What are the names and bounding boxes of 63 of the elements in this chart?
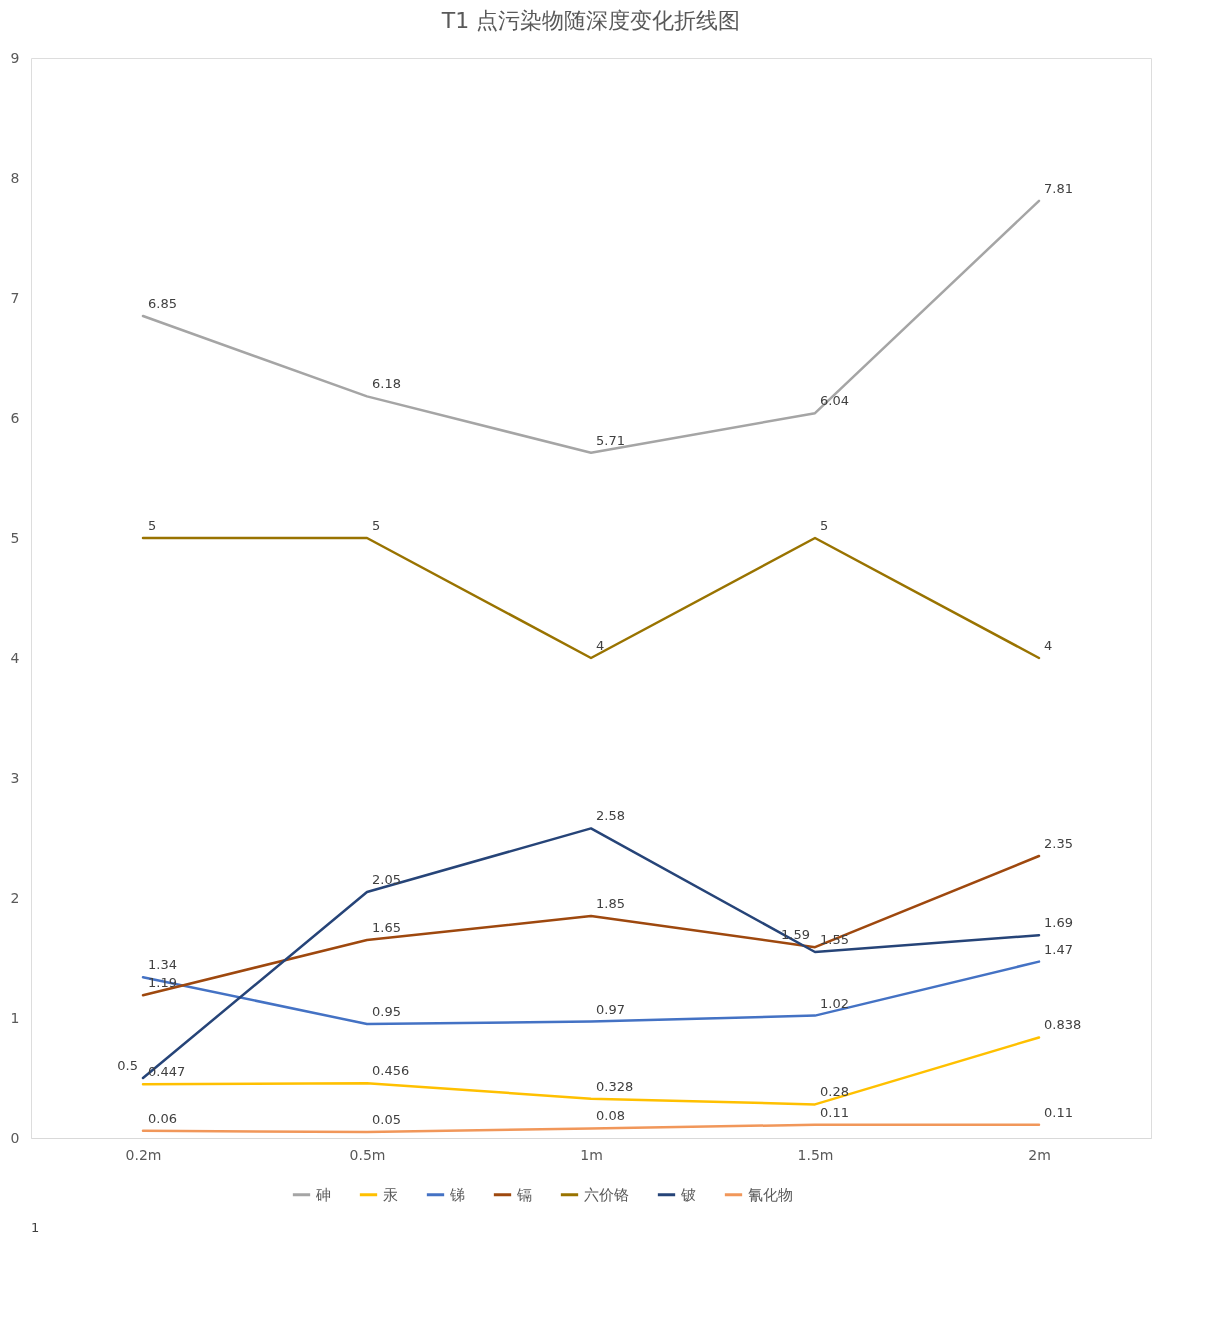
data-label: 0.06 [148, 1110, 177, 1126]
legend-label: 六价铬 [584, 1185, 629, 1204]
legend-label: 砷 [315, 1185, 331, 1204]
line-series [141, 960, 1041, 1026]
chart-title: T1 点污染物随深度变化折线图 [440, 8, 741, 33]
data-label: 0.11 [1044, 1104, 1073, 1120]
data-label: 5 [820, 518, 829, 533]
data-label: 5.71 [596, 432, 625, 448]
y-tick-label: 5 [10, 529, 20, 546]
data-label: 7.81 [1044, 180, 1073, 196]
y-tick-label: 2 [10, 889, 20, 906]
line-series [141, 1123, 1041, 1134]
data-label: 4 [596, 638, 605, 653]
data-label: 1.34 [148, 957, 177, 973]
data-label: 0.28 [820, 1084, 849, 1100]
y-tick-label: 7 [10, 289, 20, 306]
data-label: 0.456 [372, 1063, 410, 1079]
data-label: 0.95 [372, 1004, 401, 1019]
data-label: 0.328 [596, 1078, 634, 1094]
data-label: 2.35 [1044, 836, 1073, 851]
y-tick-label: 0 [10, 1129, 20, 1146]
data-label: 4 [1044, 638, 1053, 653]
data-label: 0.447 [148, 1064, 186, 1080]
x-tick-label: 1m [580, 1146, 603, 1163]
data-label: 5 [148, 518, 157, 533]
data-label: 0.05 [372, 1112, 401, 1127]
y-tick-label: 9 [10, 49, 20, 66]
y-tick-label: 3 [10, 769, 20, 786]
data-label: 2.05 [372, 872, 401, 887]
data-label: 2.58 [596, 808, 625, 824]
data-label: 6.18 [372, 376, 401, 392]
data-label: 0.5 [117, 1058, 138, 1073]
data-label: 5 [372, 518, 381, 533]
y-tick-label: 8 [10, 169, 20, 186]
data-label: 0.838 [1044, 1017, 1082, 1033]
y-tick-label: 1 [10, 1009, 20, 1026]
data-label: 1.85 [596, 896, 625, 911]
line-series [141, 827, 1041, 1080]
x-tick-label: 2m [1028, 1146, 1051, 1163]
text: 1 [31, 1220, 40, 1235]
data-label: 1.59 [781, 927, 810, 943]
data-label: 0.11 [820, 1104, 849, 1120]
line-series [141, 854, 1041, 997]
line-series [141, 1036, 1041, 1106]
data-label: 6.04 [820, 393, 849, 409]
x-tick-label: 0.5m [349, 1146, 386, 1163]
data-label: 1.47 [1044, 941, 1073, 957]
data-label: 1.69 [1044, 915, 1073, 931]
legend-label: 锑 [449, 1185, 465, 1204]
legend-label: 汞 [383, 1185, 398, 1204]
data-label: 1.65 [372, 920, 401, 935]
x-tick-label: 0.2m [125, 1146, 162, 1163]
data-label: 0.08 [596, 1108, 625, 1124]
legend-label: 氰化物 [748, 1185, 793, 1204]
y-tick-label: 6 [10, 409, 20, 426]
legend-label: 镉 [516, 1185, 532, 1204]
data-label: 6.85 [148, 296, 177, 311]
line-series [141, 199, 1041, 455]
x-tick-label: 1.5m [797, 1146, 834, 1163]
data-label: 1.02 [820, 995, 849, 1011]
legend-label: 铍 [680, 1185, 696, 1204]
data-label: 0.97 [596, 1001, 625, 1017]
y-tick-label: 4 [10, 649, 20, 666]
